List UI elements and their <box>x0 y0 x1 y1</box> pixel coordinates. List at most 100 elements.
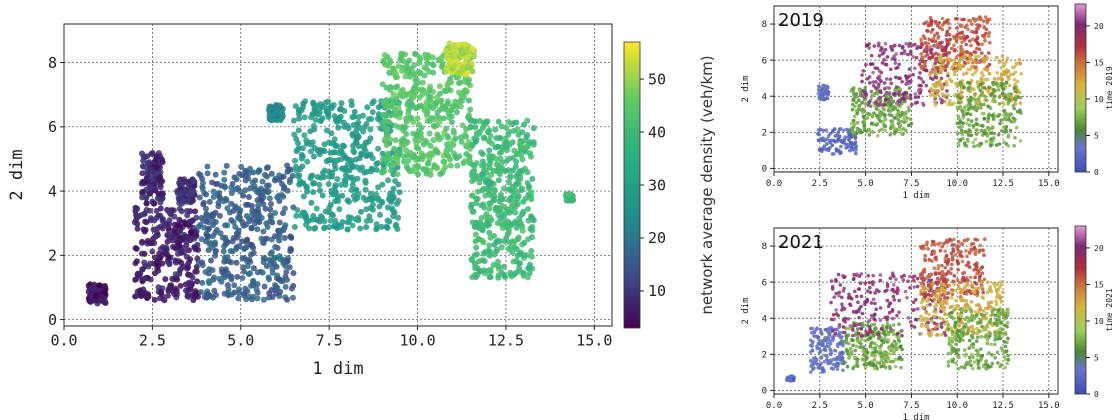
y2021-data-point <box>966 264 971 268</box>
main-data-point <box>219 269 226 276</box>
y2021-data-point <box>973 252 978 257</box>
main-data-point <box>295 140 302 147</box>
main-data-point <box>242 167 249 174</box>
y2021-data-point <box>939 325 944 329</box>
y2021-data-point <box>973 280 977 285</box>
y2021-data-point <box>808 338 813 342</box>
main-data-point <box>342 172 349 179</box>
y2019-data-point <box>972 50 977 54</box>
y2021-data-point <box>829 279 834 283</box>
y2019-data-point <box>869 53 874 58</box>
main-data-point <box>279 109 286 116</box>
y2019-data-point <box>882 58 887 62</box>
y2019-data-point <box>956 114 961 119</box>
y2019-data-point <box>979 129 984 133</box>
y2021-data-point <box>839 295 844 300</box>
y2019-data-point <box>955 16 960 21</box>
y2021-data-point <box>865 350 870 355</box>
y2019-data-point <box>928 72 932 77</box>
main-data-point <box>510 154 517 161</box>
y2019-data-point <box>852 104 857 109</box>
y2021-data-point <box>951 247 955 251</box>
y2021-data-point <box>860 357 865 361</box>
y2019-data-point <box>970 22 974 26</box>
main-data-point <box>349 222 356 229</box>
y2021-data-point <box>942 272 947 276</box>
y2019-data-point <box>967 107 971 112</box>
main-data-point <box>256 212 263 219</box>
y2021-data-point <box>871 334 876 338</box>
y2019-data-point <box>864 63 868 67</box>
main-data-point <box>432 146 439 153</box>
main-data-point <box>310 153 317 160</box>
main-data-point <box>393 110 400 117</box>
y2019-data-point <box>922 49 926 54</box>
main-data-point <box>443 149 450 156</box>
y2019-data-point <box>999 65 1004 70</box>
main-ytick-label: 2 <box>48 247 57 265</box>
y2021-data-point <box>848 324 853 328</box>
main-data-point <box>364 104 371 111</box>
main-data-point <box>235 295 242 302</box>
y2021-data-point <box>820 332 824 336</box>
y2021-data-point <box>897 310 901 315</box>
y2021-data-point <box>887 364 892 369</box>
y2021-data-point <box>878 273 883 277</box>
y2019-data-point <box>900 44 905 49</box>
main-ytick-label: 4 <box>48 182 57 200</box>
y2021-data-point <box>861 324 865 329</box>
main-data-point <box>256 219 263 226</box>
y2019-data-point <box>882 122 886 127</box>
y2019-data-point <box>964 71 969 76</box>
y2019-data-point <box>922 21 927 26</box>
y2019-data-point <box>838 151 843 156</box>
y2019-data-point <box>952 58 957 62</box>
y2019-data-point <box>883 41 888 46</box>
main-data-point <box>321 224 328 231</box>
main-data-point <box>196 194 203 201</box>
y2019-data-point <box>902 117 906 122</box>
y2021-data-point <box>952 274 957 278</box>
y2021-data-point <box>837 322 842 327</box>
y2019-data-point <box>869 89 874 94</box>
main-data-point <box>523 143 530 150</box>
y2021-data-point <box>901 278 906 282</box>
y2021-data-point <box>868 329 872 334</box>
main-data-point <box>404 101 411 108</box>
main-data-point <box>468 256 475 263</box>
y2019-data-point <box>1006 77 1011 82</box>
y2019-data-point <box>959 56 963 60</box>
y2021-data-point <box>932 266 937 271</box>
main-data-point <box>256 167 263 174</box>
y2019-data-point <box>904 74 908 78</box>
main-data-point <box>93 297 100 304</box>
y2019-data-point <box>931 82 936 87</box>
y2019-data-point <box>994 55 999 60</box>
y2019-data-point <box>877 117 881 122</box>
y2019-data-point <box>822 88 826 92</box>
main-data-point <box>273 103 280 110</box>
y2021-data-point <box>965 283 970 287</box>
y2019-data-point <box>828 140 833 145</box>
y2019-data-point <box>943 45 947 50</box>
main-data-point <box>455 41 462 48</box>
y2021-data-point <box>857 306 862 311</box>
main-data-point <box>408 114 415 121</box>
y2019-data-point <box>936 36 940 41</box>
y2019-data-point <box>879 79 883 84</box>
y2019-data-point <box>822 96 827 101</box>
main-data-point <box>505 131 512 138</box>
main-data-point <box>278 227 285 234</box>
main-data-point <box>468 172 475 179</box>
main-data-point <box>348 102 355 109</box>
y2021-data-point <box>870 346 875 350</box>
y2021-data-point <box>936 280 941 285</box>
main-data-point <box>282 222 289 229</box>
main-data-point <box>505 167 512 174</box>
main-data-point <box>261 283 268 290</box>
main-ytick-label: 6 <box>48 118 57 136</box>
main-data-point <box>391 145 398 152</box>
main-data-point <box>192 208 199 215</box>
y2021-data-point <box>986 280 990 284</box>
y2019-data-point <box>1004 68 1009 72</box>
